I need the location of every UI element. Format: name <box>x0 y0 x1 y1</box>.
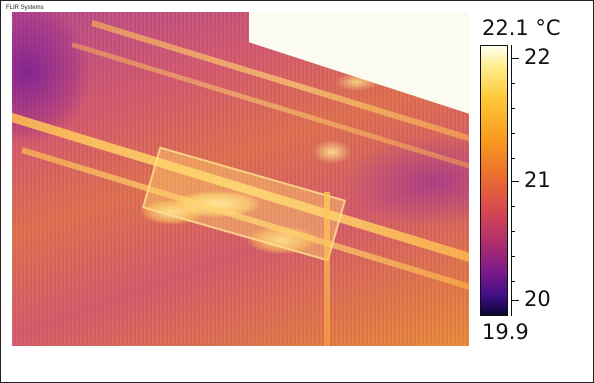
hot-spot-region <box>141 146 347 262</box>
tick-minor <box>511 133 515 134</box>
scale-min-label: 19.9 <box>482 320 529 344</box>
tick-major-22 <box>511 58 519 59</box>
tick-label-21: 21 <box>524 168 551 192</box>
tick-minor <box>511 281 515 282</box>
tick-minor <box>511 108 515 109</box>
scale-max-label: 22.1 °C <box>482 16 561 40</box>
tick-minor <box>511 158 515 159</box>
tick-minor <box>511 83 515 84</box>
downpipe <box>324 192 330 346</box>
colorbar-axis <box>511 45 512 316</box>
tick-major-21 <box>511 181 519 182</box>
brand-label: FLIR Systems <box>6 5 44 11</box>
tick-minor <box>511 206 515 207</box>
thermal-image[interactable] <box>12 12 469 346</box>
tick-major-20 <box>511 300 519 301</box>
tick-label-22: 22 <box>524 45 551 69</box>
tick-label-20: 20 <box>524 287 551 311</box>
temperature-colorbar <box>480 45 508 316</box>
tick-minor <box>511 256 515 257</box>
tick-minor <box>511 231 515 232</box>
